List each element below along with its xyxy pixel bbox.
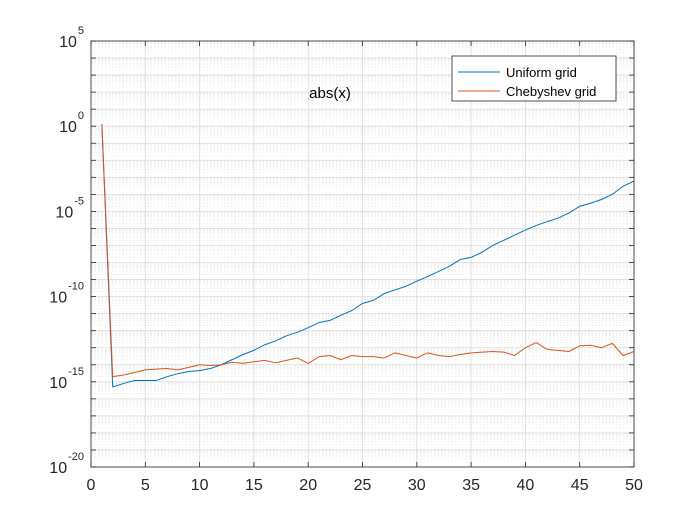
- x-tick-labels: 0 5 10 15 20 25 30 35 40 45 50: [87, 477, 643, 494]
- y-tick-exponent: -15: [68, 366, 84, 378]
- y-tick-base: 10: [49, 460, 67, 477]
- x-tick-label: 0: [87, 477, 96, 494]
- x-tick-label: 35: [462, 477, 480, 494]
- x-tick-label: 45: [571, 477, 589, 494]
- y-tick-exponent: 5: [78, 25, 84, 37]
- y-tick-exponent: -10: [68, 281, 84, 293]
- series-line-uniform-grid: [101, 124, 635, 388]
- y-tick-exponent: -20: [68, 451, 84, 463]
- legend-box: [451, 55, 617, 102]
- grid-lines: [90, 40, 635, 468]
- y-tick-exponent: 0: [78, 110, 84, 122]
- legend-label: Uniform grid: [506, 65, 577, 80]
- x-tick-label: 25: [354, 477, 372, 494]
- x-tick-label: 30: [408, 477, 426, 494]
- x-tick-label: 5: [141, 477, 150, 494]
- axis-ticks: [90, 40, 635, 468]
- x-tick-label: 20: [299, 477, 317, 494]
- legend-label: Chebyshev grid: [506, 84, 596, 99]
- y-tick-base: 10: [59, 34, 77, 51]
- y-tick-label: 510: [59, 25, 84, 51]
- series-lines: [101, 124, 635, 388]
- x-tick-label: 50: [625, 477, 643, 494]
- y-tick-label: -510: [55, 195, 84, 221]
- legend[interactable]: Uniform grid Chebyshev grid: [451, 55, 617, 102]
- y-tick-base: 10: [49, 375, 67, 392]
- y-tick-label: 010: [59, 110, 84, 136]
- y-tick-base: 10: [49, 290, 67, 307]
- y-tick-base: 10: [55, 204, 73, 221]
- x-tick-label: 10: [191, 477, 209, 494]
- x-tick-label: 15: [245, 477, 263, 494]
- x-tick-label: 40: [517, 477, 535, 494]
- series-line-chebyshev-grid: [101, 124, 635, 378]
- y-tick-base: 10: [59, 119, 77, 136]
- annotation-text: abs(x): [309, 85, 351, 102]
- y-tick-exponent: -5: [74, 195, 84, 207]
